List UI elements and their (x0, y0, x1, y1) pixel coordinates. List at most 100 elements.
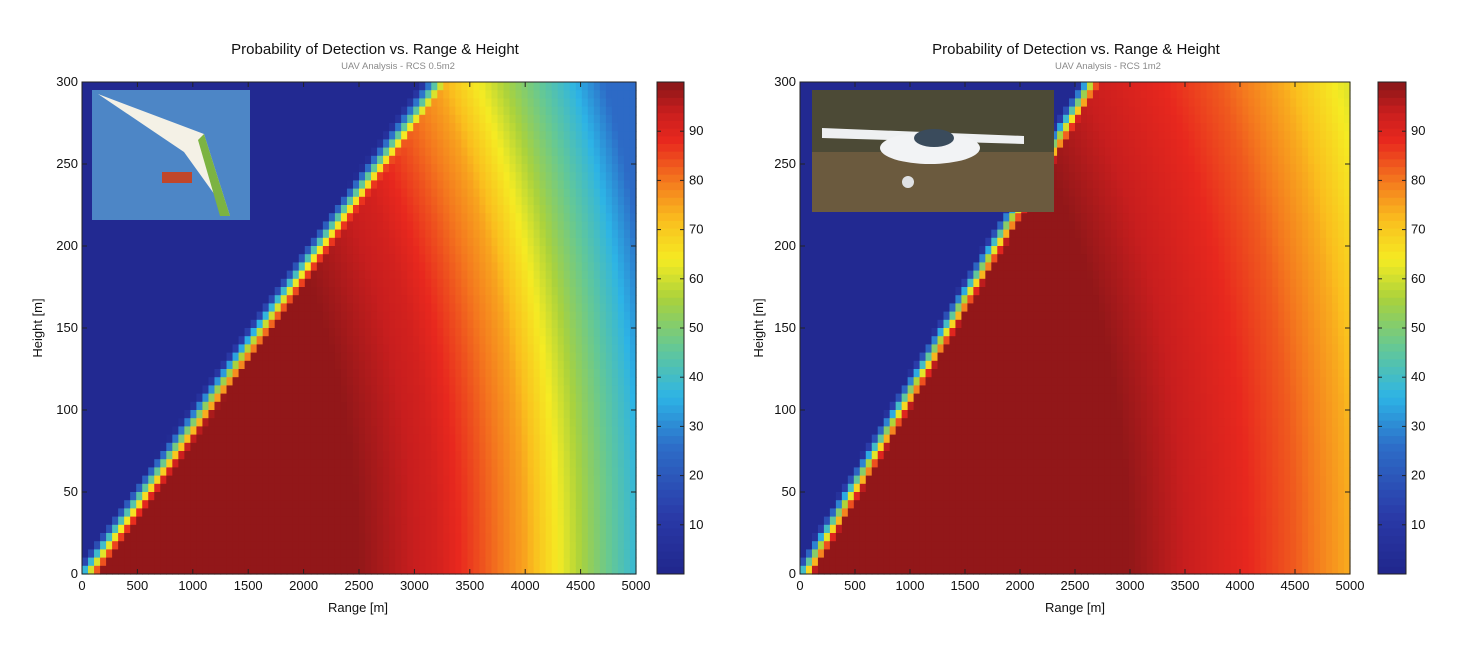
heatmap-cell (528, 410, 535, 419)
heatmap-cell (485, 279, 492, 288)
heatmap-cell (305, 295, 312, 304)
heatmap-cell (979, 369, 986, 378)
heatmap-cell (335, 344, 342, 353)
heatmap-cell (920, 410, 927, 419)
heatmap-cell (600, 476, 607, 485)
heatmap-cell (510, 123, 517, 132)
heatmap-cell (576, 558, 583, 567)
heatmap-cell (504, 500, 511, 509)
heatmap-cell (341, 402, 348, 411)
heatmap-cell (419, 443, 426, 452)
heatmap-cell (221, 541, 228, 550)
heatmap-cell (812, 541, 819, 550)
heatmap-cell (130, 500, 137, 509)
heatmap-cell (618, 262, 625, 271)
heatmap-cell (606, 500, 613, 509)
heatmap-cell (208, 402, 215, 411)
heatmap-cell (136, 484, 143, 493)
heatmap-cell (359, 230, 366, 239)
heatmap-cell (582, 254, 589, 263)
heatmap-cell (582, 180, 589, 189)
heatmap-cell (407, 189, 414, 198)
heatmap-cell (848, 508, 855, 517)
heatmap-cell (317, 476, 324, 485)
heatmap-cell (443, 303, 450, 312)
heatmap-cell (1021, 328, 1028, 337)
heatmap-cell (516, 238, 523, 247)
heatmap-cell (341, 213, 348, 222)
heatmap-cell (576, 303, 583, 312)
heatmap-cell (154, 525, 161, 534)
heatmap-cell (528, 385, 535, 394)
heatmap-cell (425, 271, 432, 280)
heatmap-cell (257, 410, 264, 419)
heatmap-cell (576, 107, 583, 116)
heatmap-cell (1003, 402, 1010, 411)
heatmap-cell (498, 156, 505, 165)
heatmap-cell (949, 558, 956, 567)
heatmap-cell (1015, 271, 1022, 280)
heatmap-cell (1021, 238, 1028, 247)
heatmap-cell (985, 394, 992, 403)
heatmap-cell (926, 492, 933, 501)
heatmap-cell (293, 525, 300, 534)
heatmap-cell (612, 361, 619, 370)
heatmap-cell (287, 476, 294, 485)
heatmap-cell (184, 541, 191, 550)
heatmap-cell (624, 115, 631, 124)
heatmap-cell (263, 459, 270, 468)
heatmap-cell (540, 82, 547, 91)
heatmap-cell (154, 484, 161, 493)
heatmap-cell (449, 353, 456, 362)
heatmap-cell (890, 492, 897, 501)
heatmap-cell (908, 394, 915, 403)
heatmap-cell (534, 394, 541, 403)
heatmap-cell (172, 541, 179, 550)
heatmap-cell (485, 197, 492, 206)
heatmap-cell (407, 533, 414, 542)
heatmap-cell (872, 467, 879, 476)
heatmap-cell (196, 525, 203, 534)
heatmap-cell (401, 369, 408, 378)
heatmap-cell (558, 500, 565, 509)
heatmap-cell (485, 492, 492, 501)
heatmap-cell (961, 377, 968, 386)
heatmap-cell (166, 443, 173, 452)
heatmap-cell (100, 533, 107, 542)
heatmap-cell (383, 426, 390, 435)
heatmap-cell (973, 508, 980, 517)
heatmap-cell (534, 533, 541, 542)
heatmap-cell (383, 197, 390, 206)
heatmap-cell (485, 238, 492, 247)
heatmap-cell (582, 303, 589, 312)
colorbar-swatch (657, 420, 684, 428)
heatmap-cell (329, 246, 336, 255)
heatmap-cell (938, 484, 945, 493)
heatmap-cell (594, 508, 601, 517)
heatmap-cell (299, 402, 306, 411)
heatmap-cell (618, 328, 625, 337)
heatmap-cell (473, 361, 480, 370)
heatmap-cell (997, 230, 1004, 239)
heatmap-cell (443, 394, 450, 403)
heatmap-cell (985, 517, 992, 526)
heatmap-cell (287, 328, 294, 337)
heatmap-cell (534, 476, 541, 485)
heatmap-cell (251, 418, 258, 427)
heatmap-cell (455, 246, 462, 255)
heatmap-cell (564, 82, 571, 91)
heatmap-cell (233, 566, 240, 575)
heatmap-cell (425, 238, 432, 247)
heatmap-cell (202, 508, 209, 517)
heatmap-cell (552, 320, 559, 329)
colorbar-swatch (657, 305, 684, 313)
heatmap-cell (443, 213, 450, 222)
heatmap-cell (371, 246, 378, 255)
heatmap-cell (317, 344, 324, 353)
heatmap-cell (389, 180, 396, 189)
heatmap-cell (991, 353, 998, 362)
heatmap-cell (600, 148, 607, 157)
heatmap-cell (455, 123, 462, 132)
heatmap-cell (938, 541, 945, 550)
heatmap-cell (546, 246, 553, 255)
